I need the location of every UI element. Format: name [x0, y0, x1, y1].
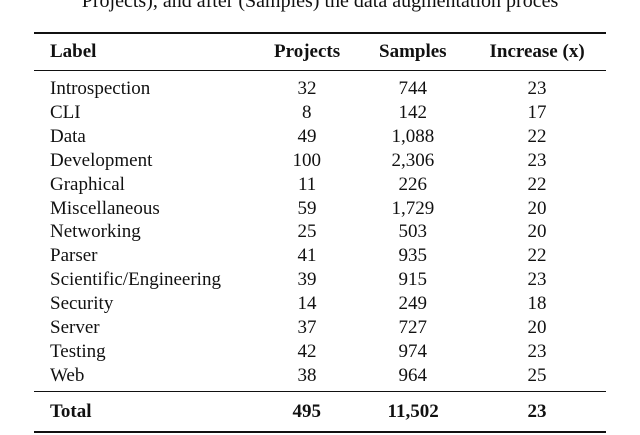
table-cell: Server — [50, 317, 100, 338]
table-cell: Development — [50, 149, 153, 171]
table-cell: Data — [50, 125, 86, 147]
total-cell: 495 — [292, 401, 322, 422]
table-cell: 20 — [527, 221, 547, 243]
table-cell: 22 — [527, 245, 547, 267]
table-cell: 25 — [527, 364, 547, 386]
table-cell: 964 — [398, 364, 428, 386]
table-cell: 974 — [398, 340, 428, 362]
table-cell: 22 — [527, 173, 547, 195]
header-rule — [34, 70, 606, 71]
table-cell: 59 — [297, 197, 317, 219]
table-cell: Testing — [50, 340, 106, 362]
table-cell: 32 — [297, 78, 317, 99]
table-cell: 22 — [527, 125, 547, 147]
table-cell: 8 — [302, 101, 312, 123]
table-cell: Miscellaneous — [50, 197, 160, 219]
table-cell: Graphical — [50, 173, 125, 195]
table-cell: 41 — [297, 245, 317, 267]
total-rule — [34, 391, 606, 392]
total-cell: 11,502 — [387, 401, 439, 422]
table-cell: 18 — [527, 293, 547, 315]
table-cell: Security — [50, 293, 114, 315]
table-cell: 100 — [292, 149, 322, 171]
table-cell: Parser — [50, 245, 98, 267]
table-cell: 2,306 — [391, 149, 435, 171]
table-cell: 14 — [297, 293, 317, 315]
table-cell: 49 — [297, 125, 317, 147]
table-cell: 1,088 — [391, 125, 435, 147]
table-cell: 249 — [398, 293, 428, 315]
table-cell: 744 — [398, 78, 428, 99]
header-cell: Increase (x) — [489, 41, 585, 62]
header-cell: Projects — [274, 41, 341, 62]
table-cell: Networking — [50, 221, 141, 243]
table-cell: 42 — [297, 340, 317, 362]
table-cell: 11 — [298, 173, 317, 195]
header-cell: Samples — [379, 41, 447, 62]
table-cell: 935 — [398, 245, 428, 267]
table-cell: 38 — [297, 364, 317, 386]
table-cell: Web — [50, 364, 85, 386]
table-cell: 25 — [297, 221, 317, 243]
table-cell: 37 — [297, 317, 317, 338]
header-cell: Label — [50, 41, 97, 62]
bottom-rule — [34, 431, 606, 433]
table-cell: 142 — [398, 101, 428, 123]
total-cell: Total — [50, 401, 92, 422]
table-cell: Introspection — [50, 78, 151, 99]
table-cell: Scientific/Engineering — [50, 269, 221, 291]
table-cell: 23 — [527, 78, 547, 99]
total-cell: 23 — [527, 401, 547, 422]
table-cell: 17 — [527, 101, 547, 123]
table-cell: 23 — [527, 340, 547, 362]
caption: Projects), and after (Samples) the data … — [81, 0, 559, 12]
table-cell: CLI — [50, 101, 81, 123]
table-cell: 20 — [527, 197, 547, 219]
table-cell: 20 — [527, 317, 547, 338]
table-cell: 727 — [398, 317, 428, 338]
table-cell: 1,729 — [391, 197, 435, 219]
table-cell: 226 — [398, 173, 428, 195]
table-cell: 915 — [398, 269, 428, 291]
table-cell: 503 — [398, 221, 428, 243]
table-cell: 23 — [527, 149, 547, 171]
table-cell: 39 — [297, 269, 317, 291]
table-cell: 23 — [527, 269, 547, 291]
top-rule — [34, 32, 606, 34]
